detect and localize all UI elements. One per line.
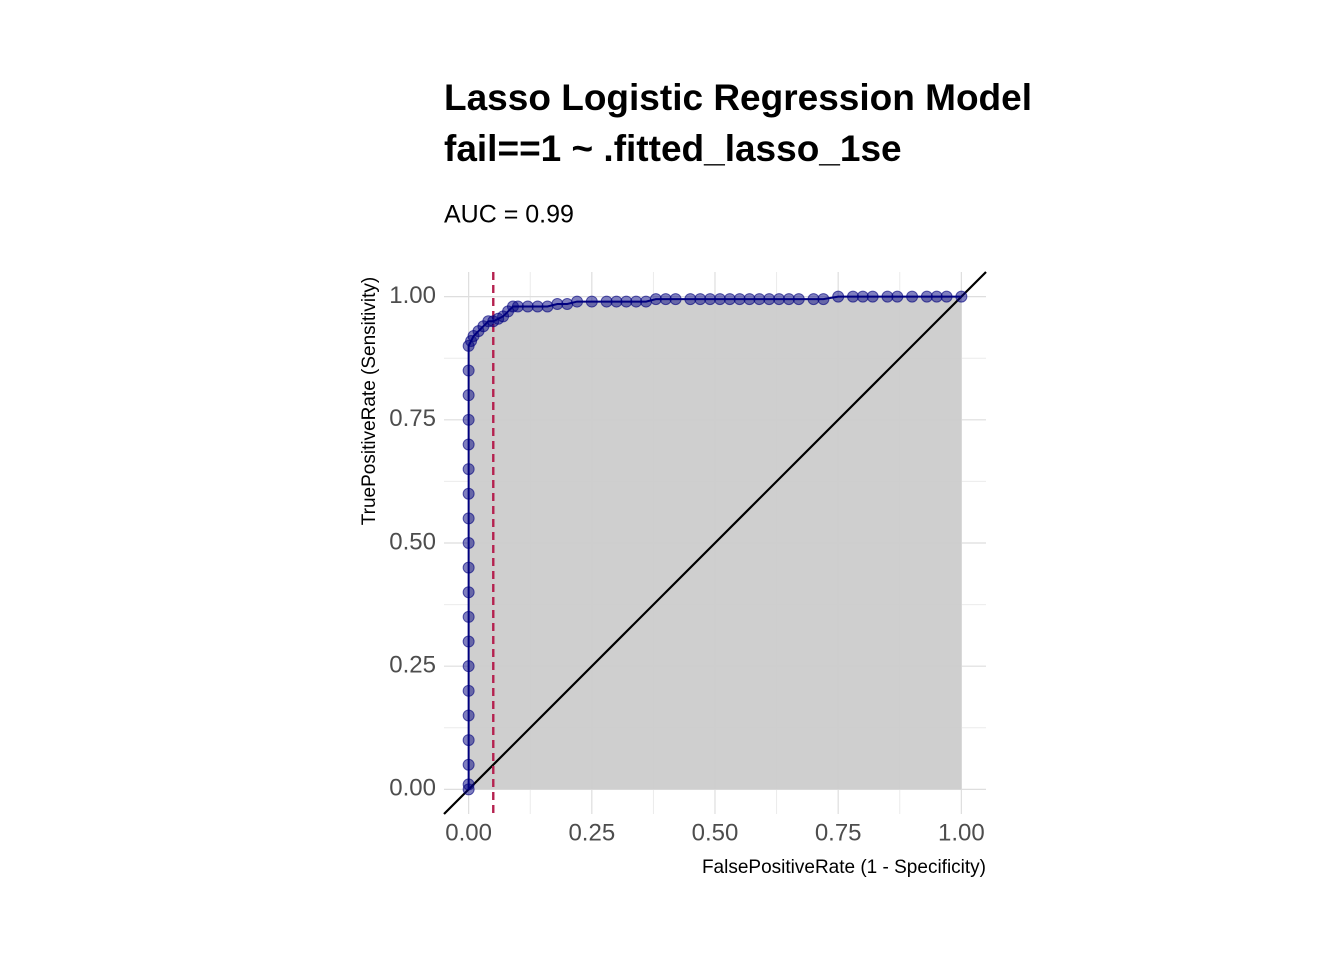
roc-point — [600, 295, 613, 308]
x-tick-label: 0.75 — [815, 819, 862, 846]
chart-title: fail==1 ~ .fitted_lasso_1se — [444, 128, 902, 169]
roc-point — [541, 300, 554, 313]
x-tick-label: 1.00 — [938, 819, 985, 846]
roc-point — [832, 290, 845, 303]
roc-point — [773, 293, 786, 306]
roc-point — [462, 537, 475, 549]
roc-point — [733, 293, 746, 306]
roc-point — [684, 293, 697, 306]
roc-point — [561, 298, 574, 311]
roc-point — [462, 684, 475, 697]
roc-point — [531, 300, 544, 313]
roc-point — [891, 290, 904, 303]
roc-point — [640, 295, 653, 308]
y-tick-label: 0.75 — [389, 405, 436, 432]
roc-point — [753, 293, 766, 306]
chart-title: Lasso Logistic Regression Model — [444, 77, 1032, 118]
roc-point — [620, 295, 633, 308]
roc-point — [807, 293, 820, 306]
roc-point — [462, 758, 475, 771]
roc-point — [462, 734, 475, 747]
roc-point — [920, 290, 933, 303]
roc-point — [846, 290, 859, 303]
x-tick-label: 0.25 — [568, 819, 615, 846]
roc-point — [511, 300, 524, 313]
roc-point — [940, 290, 953, 303]
roc-point — [723, 293, 736, 306]
roc-point — [743, 293, 756, 306]
y-axis-label: TruePositiveRate (Sensitivity) — [359, 277, 380, 525]
roc-point — [571, 295, 584, 308]
roc-point — [462, 438, 475, 451]
roc-point — [856, 290, 869, 303]
y-tick-label: 0.00 — [389, 775, 436, 802]
chart-subtitle: AUC = 0.99 — [444, 201, 574, 229]
roc-point — [462, 487, 475, 500]
roc-point — [930, 290, 943, 303]
x-tick-label: 0.50 — [692, 819, 739, 846]
roc-point — [462, 635, 475, 648]
roc-point — [462, 778, 475, 791]
roc-point — [906, 290, 919, 303]
roc-point — [630, 295, 643, 308]
roc-point — [462, 389, 475, 402]
roc-point — [792, 293, 805, 306]
roc-point — [659, 293, 672, 306]
roc-point — [610, 295, 623, 308]
roc-point — [462, 586, 475, 599]
roc-point — [585, 295, 598, 308]
roc-point — [704, 293, 717, 306]
roc-point — [462, 413, 475, 426]
roc-point — [782, 293, 795, 306]
reference-diagonal — [443, 271, 987, 815]
roc-point — [462, 364, 475, 377]
roc-point — [694, 293, 707, 306]
roc-point — [462, 463, 475, 476]
roc-point — [955, 290, 968, 303]
y-tick-label: 0.25 — [389, 652, 436, 679]
roc-point — [763, 293, 776, 306]
roc-point — [817, 293, 830, 306]
roc-point — [649, 293, 662, 306]
roc-point — [866, 290, 879, 303]
x-axis-label: FalsePositiveRate (1 - Specificity) — [702, 857, 986, 878]
roc-point — [713, 293, 726, 306]
roc-point — [462, 610, 475, 623]
roc-point — [462, 561, 475, 574]
roc-point — [462, 512, 475, 525]
y-tick-label: 0.50 — [389, 528, 436, 555]
roc-point — [551, 298, 564, 311]
x-tick-label: 0.00 — [445, 819, 492, 846]
roc-point — [462, 660, 475, 673]
plot-area — [443, 271, 987, 815]
roc-point — [462, 709, 475, 722]
roc-point — [669, 293, 682, 306]
roc-point — [881, 290, 894, 303]
roc-point — [521, 300, 534, 313]
y-tick-label: 1.00 — [389, 282, 436, 309]
